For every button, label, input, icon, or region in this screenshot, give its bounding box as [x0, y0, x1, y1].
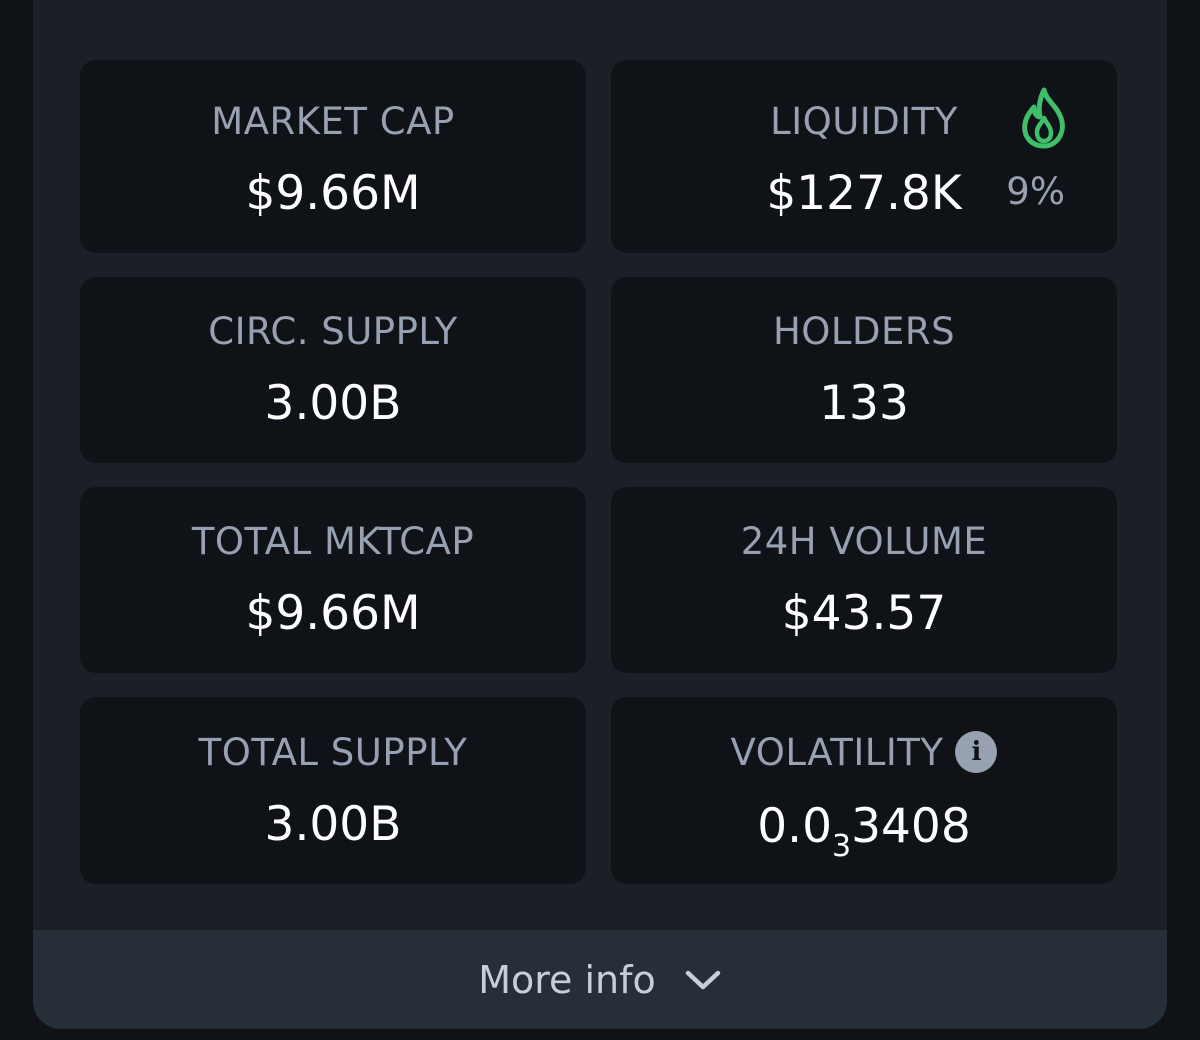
- more-info-button[interactable]: More info: [33, 930, 1167, 1029]
- holders-value: 133: [819, 376, 909, 431]
- fire-icon: [1022, 87, 1065, 149]
- liquidity-card: LIQUIDITY $127.8K 9%: [611, 60, 1117, 253]
- circ-supply-card: CIRC. SUPPLY 3.00B: [80, 277, 586, 463]
- volatility-value-subscript: 3: [832, 829, 852, 864]
- volatility-label-row: VOLATILITY i: [731, 731, 998, 773]
- stats-grid: MARKET CAP $9.66M LIQUIDITY $127.8K 9% C…: [80, 60, 1117, 884]
- total-mktcap-card: TOTAL MKTCAP $9.66M: [80, 487, 586, 673]
- total-mktcap-value: $9.66M: [245, 586, 421, 641]
- volume-24h-label: 24H VOLUME: [740, 520, 988, 563]
- total-supply-card: TOTAL SUPPLY 3.00B: [80, 697, 586, 884]
- holders-label: HOLDERS: [772, 310, 956, 353]
- volatility-value-suffix: 3408: [851, 799, 971, 854]
- volume-24h-card: 24H VOLUME $43.57: [611, 487, 1117, 673]
- info-icon[interactable]: i: [955, 731, 998, 773]
- volatility-value-prefix: 0.0: [757, 799, 833, 854]
- volatility-label: VOLATILITY: [730, 730, 944, 774]
- market-cap-label: MARKET CAP: [211, 99, 455, 143]
- holders-card: HOLDERS 133: [611, 277, 1117, 463]
- liquidity-label: LIQUIDITY: [770, 99, 958, 143]
- circ-supply-value: 3.00B: [264, 376, 402, 431]
- volatility-card: VOLATILITY i 0.033408: [611, 697, 1117, 884]
- total-mktcap-label: TOTAL MKTCAP: [191, 520, 475, 563]
- total-supply-value: 3.00B: [264, 796, 402, 852]
- total-supply-label: TOTAL SUPPLY: [198, 730, 468, 774]
- chevron-down-icon: [685, 970, 721, 989]
- liquidity-value: $127.8K: [766, 165, 962, 221]
- liquidity-percent: 9%: [1006, 170, 1065, 213]
- market-cap-card: MARKET CAP $9.66M: [80, 60, 586, 253]
- volatility-value: 0.033408: [757, 803, 970, 862]
- token-stats-panel: MARKET CAP $9.66M LIQUIDITY $127.8K 9% C…: [33, 0, 1167, 1029]
- more-info-label: More info: [478, 957, 656, 1002]
- market-cap-value: $9.66M: [245, 165, 421, 221]
- circ-supply-label: CIRC. SUPPLY: [208, 310, 458, 353]
- volume-24h-value: $43.57: [781, 586, 947, 641]
